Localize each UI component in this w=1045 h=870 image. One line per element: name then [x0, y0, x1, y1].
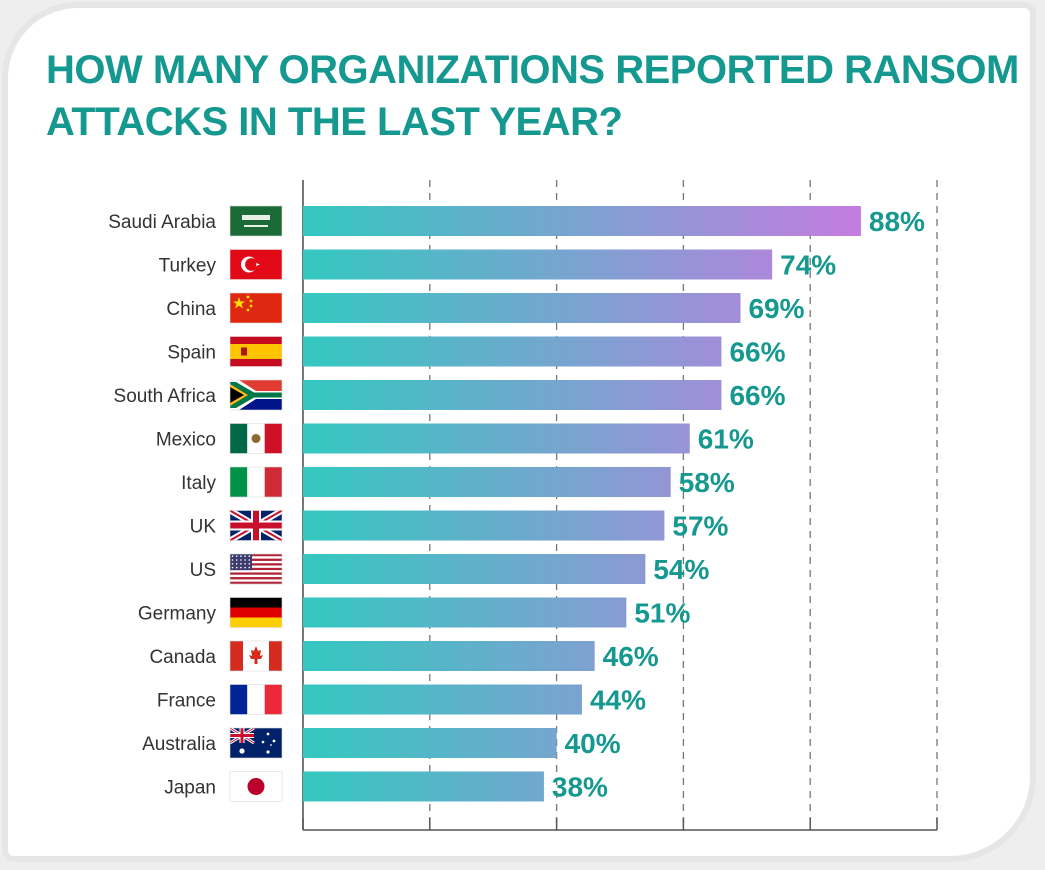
canada-flag-icon — [229, 640, 283, 672]
category-label: Turkey — [159, 256, 217, 277]
value-label: 57% — [672, 511, 728, 542]
value-label: 58% — [679, 467, 735, 498]
mexico-flag-icon — [229, 423, 283, 454]
uk-flag-icon — [228, 507, 284, 544]
category-label: Canada — [149, 647, 216, 668]
bar-australia — [303, 728, 557, 758]
category-label: Germany — [138, 604, 217, 625]
category-label: France — [157, 691, 216, 712]
turkey-flag-icon — [229, 249, 283, 280]
value-label: 38% — [552, 772, 608, 803]
bar-canada — [303, 641, 595, 671]
value-labels: 88% 74% 69% 66% 66% 61% 58% 57% 54% 51% 46% 44% 40% 3… — [552, 206, 925, 803]
bar-france — [303, 684, 582, 715]
value-label: 66% — [729, 337, 785, 368]
category-label: China — [166, 299, 216, 320]
value-label: 69% — [748, 293, 804, 324]
bar-japan — [303, 771, 544, 802]
category-label: Saudi Arabia — [108, 212, 216, 233]
bar-saudi-arabia — [303, 206, 861, 236]
saudi-arabia-flag-icon — [229, 205, 283, 237]
japan-flag-icon — [229, 771, 283, 802]
germany-flag-icon — [229, 597, 283, 628]
bar-us — [303, 554, 646, 584]
category-label: Spain — [167, 343, 216, 364]
italy-flag-icon — [229, 466, 283, 498]
value-label: 40% — [565, 728, 621, 759]
bar-turkey — [303, 249, 773, 280]
flags — [228, 205, 284, 802]
bar-uk — [303, 510, 665, 541]
category-label: UK — [190, 517, 217, 538]
bar-mexico — [303, 423, 690, 454]
us-flag-icon — [229, 553, 283, 585]
value-label: 66% — [729, 380, 785, 411]
value-label: 61% — [698, 424, 754, 455]
south-africa-flag-icon — [229, 379, 283, 411]
australia-flag-icon — [229, 726, 283, 759]
bars — [303, 206, 861, 802]
value-label: 74% — [780, 250, 836, 281]
chart-title: HOW MANY ORGANIZATIONS REPORTED RANSOM A… — [46, 48, 1019, 144]
category-label: Japan — [164, 778, 216, 799]
category-label: US — [190, 560, 216, 581]
china-flag-icon — [229, 292, 283, 324]
france-flag-icon — [229, 684, 283, 715]
category-label: Australia — [142, 734, 216, 755]
bar-italy — [303, 467, 671, 497]
category-label: Mexico — [156, 430, 216, 451]
value-label: 46% — [603, 641, 659, 672]
bar-china — [303, 293, 741, 323]
value-label: 88% — [869, 206, 925, 237]
category-labels: Saudi Arabia Turkey China Spain South Africa… — [108, 212, 216, 799]
value-label: 54% — [653, 554, 709, 585]
value-label: 44% — [590, 685, 646, 716]
bar-germany — [303, 597, 627, 628]
value-label: 51% — [634, 598, 690, 629]
bar-south-africa — [303, 380, 722, 410]
grid-lines — [302, 180, 938, 831]
bar-spain — [303, 336, 722, 367]
category-label: South Africa — [114, 386, 217, 407]
spain-flag-icon — [229, 336, 283, 367]
category-label: Italy — [181, 473, 216, 494]
